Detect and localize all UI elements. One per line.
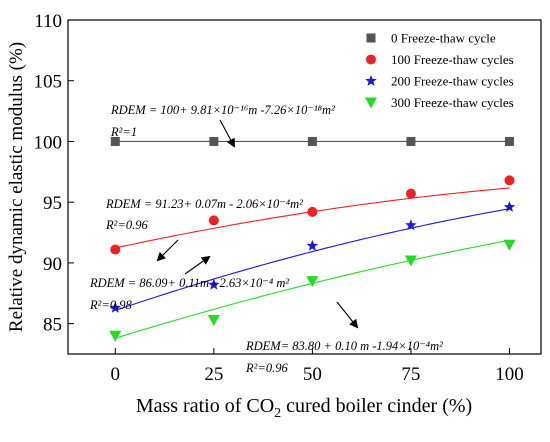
data-point-series-0 (110, 136, 120, 146)
x-axis-ticks: 0 25 50 75 100 (111, 348, 524, 385)
data-point-series-2 (503, 201, 516, 212)
x-axis-label-text-1: Mass ratio of CO (136, 395, 274, 417)
legend-marker-3 (365, 97, 377, 109)
data-point-series-2 (208, 278, 220, 290)
legend-marker-1 (366, 54, 376, 65)
legend-label-3: 300 Freeze-thaw cycles (391, 95, 514, 110)
legend-marker-2 (365, 75, 377, 86)
fit-lines (115, 140, 510, 339)
data-point-series-0 (307, 136, 317, 146)
data-point-series-1 (208, 215, 219, 226)
data-point-series-1 (504, 175, 515, 186)
data-point-series-0 (209, 136, 219, 146)
annotation-2: RDEM = 86.09+ 0.11m - 2.63×10⁻⁴ m² R²=0.… (89, 255, 289, 312)
x-axis-label: Mass ratio of CO2 cured boiler cinder (%… (136, 395, 472, 421)
data-point-series-3 (306, 276, 319, 288)
annotation-0: RDEM = 100+ 9.81×10⁻¹⁶m -7.26×10⁻¹⁸m² R²… (110, 103, 335, 148)
data-point-series-0 (504, 136, 514, 146)
fit-line-series-2 (115, 208, 510, 311)
data-point-series-2 (405, 219, 417, 231)
legend: 0 Freeze-thaw cycle 100 Freeze-thaw cycle… (365, 31, 514, 110)
y-tick-label: 85 (43, 315, 62, 336)
x-tick-label: 100 (495, 364, 524, 385)
legend-label-1: 100 Freeze-thaw cycles (391, 52, 514, 67)
legend-label-2: 200 Freeze-thaw cycles (391, 74, 514, 89)
data-point-series-1 (405, 188, 416, 199)
annotation-1: RDEM = 91.23+ 0.07m - 2.06×10⁻⁴m² R²=0.9… (105, 197, 303, 262)
annotation-arrow-3 (336, 301, 359, 329)
annotation-r2-2: R²=0.98 (89, 298, 132, 312)
x-tick-label: 75 (401, 364, 420, 385)
x-tick-label: 0 (111, 364, 121, 385)
y-tick-label: 95 (43, 193, 62, 214)
x-tick-label: 25 (204, 364, 223, 385)
legend-label-0: 0 Freeze-thaw cycle (391, 31, 496, 46)
data-point-series-2 (306, 239, 319, 251)
data-point-series-1 (307, 206, 318, 217)
annotation-r2-1: R²=0.96 (105, 218, 148, 232)
annotation-equation-2: RDEM = 86.09+ 0.11m - 2.63×10⁻⁴ m² (89, 276, 289, 290)
data-point-series-2 (109, 301, 122, 313)
annotation-equation-0: RDEM = 100+ 9.81×10⁻¹⁶m -7.26×10⁻¹⁸m² (110, 103, 335, 117)
y-tick-label: 100 (34, 132, 63, 153)
annotation-3: RDEM= 83.80 + 0.10 m -1.94×10⁻⁴m² R²=0.9… (245, 301, 443, 375)
y-tick-label: 110 (34, 11, 62, 32)
data-point-series-3 (109, 330, 122, 342)
x-tick-label: 50 (303, 364, 322, 385)
data-point-series-3 (503, 239, 516, 251)
annotation-arrow-1 (156, 239, 179, 262)
annotation-equation-1: RDEM = 91.23+ 0.07m - 2.06×10⁻⁴m² (105, 197, 303, 211)
legend-marker-0 (366, 33, 376, 43)
y-tick-label: 105 (34, 72, 63, 93)
y-axis-label: Relative dynamic elastic modulus (%) (6, 42, 27, 332)
data-point-series-3 (404, 255, 417, 267)
annotation-r2-0: R²=1 (110, 125, 137, 139)
data-point-series-1 (110, 244, 121, 255)
annotation-equation-3: RDEM= 83.80 + 0.10 m -1.94×10⁻⁴m² (245, 339, 443, 353)
annotation-arrow-0 (219, 119, 235, 148)
y-axis-ticks: 85 90 95 100 105 110 (34, 11, 74, 336)
plot-frame (67, 19, 542, 355)
y-tick-label: 90 (43, 254, 62, 275)
annotation-r2-3: R²=0.96 (245, 361, 288, 375)
x-axis-label-text-2: cured boiler cinder (%) (281, 395, 472, 417)
annotation-arrow-2 (184, 255, 211, 275)
data-point-series-3 (207, 314, 220, 326)
data-point-series-0 (406, 136, 416, 146)
data-markers (109, 136, 516, 342)
x-axis-label-subscript: 2 (274, 406, 281, 421)
